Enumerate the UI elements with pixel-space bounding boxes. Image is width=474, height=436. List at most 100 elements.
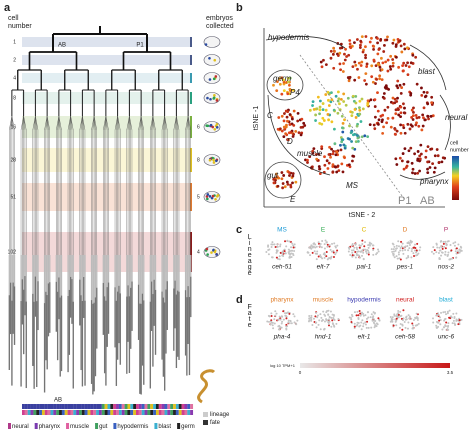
embryo-cell [211, 125, 215, 129]
fate-strip [110, 410, 114, 415]
expr-point [415, 251, 418, 254]
expr-point [361, 239, 364, 242]
lineage-strip [27, 404, 31, 409]
expr-point [412, 252, 415, 255]
expr-point [410, 317, 413, 320]
expr-point [365, 317, 368, 320]
lineage-strip [70, 404, 74, 409]
expr-point [295, 323, 298, 326]
tree-branch [151, 115, 154, 131]
lineage-strip [98, 404, 102, 409]
tsne-point [402, 102, 405, 106]
tsne-point [359, 120, 363, 123]
expr-point [285, 317, 288, 320]
tsne-point [369, 98, 373, 102]
cell-bar-dark [188, 297, 191, 376]
expr-point [455, 318, 458, 321]
expr-point [452, 319, 455, 322]
tsne-point [381, 61, 385, 65]
fate-strip [56, 410, 60, 415]
expr-point [391, 252, 394, 255]
expr-point [364, 323, 367, 326]
tsne-point [424, 149, 428, 153]
tsne-point [433, 154, 437, 158]
expr-point [274, 245, 277, 248]
tsne-point [411, 171, 414, 175]
tsne-point [276, 127, 280, 131]
expr-point [446, 312, 449, 315]
expr-point [457, 319, 460, 322]
expr-point [270, 315, 273, 318]
expr-point [457, 243, 460, 246]
tsne-point [311, 100, 315, 104]
legend-swatch [113, 423, 117, 429]
tsne-point [327, 98, 330, 102]
expr-point [315, 321, 318, 324]
tsne-point [355, 38, 359, 41]
colorbar [300, 363, 450, 368]
tsne-point [350, 130, 354, 133]
expr-point [327, 313, 330, 316]
expr-point [350, 313, 353, 316]
cell-bar-dark [103, 296, 106, 374]
expr-point [335, 322, 338, 325]
tsne-point [373, 127, 377, 131]
tsne-point [286, 76, 290, 80]
expr-point [308, 319, 311, 322]
expr-point [401, 242, 404, 245]
cell-bar-dark [55, 281, 57, 332]
expr-point [316, 252, 319, 255]
expr-point [311, 324, 314, 327]
tree-branch [82, 115, 84, 131]
tsne-point [399, 105, 403, 109]
tsne-point [333, 127, 336, 131]
expr-point [446, 254, 449, 257]
region-label: neural [445, 113, 467, 122]
tsne-point [410, 124, 414, 128]
tsne-point [326, 90, 330, 94]
band-tick [190, 92, 192, 104]
embryo-cell [206, 253, 209, 256]
fate-strip [98, 410, 102, 415]
expr-point [395, 317, 398, 320]
fate-strip [155, 410, 159, 415]
expr-point [448, 316, 451, 319]
lineage-strip [90, 404, 94, 409]
tsne-point [359, 43, 362, 47]
expr-point [360, 328, 363, 331]
lineage-strip [175, 404, 179, 409]
tsne-point [403, 131, 407, 135]
tsne-point [314, 113, 318, 117]
tsne-point [377, 48, 381, 51]
tsne-point [352, 99, 356, 103]
tsne-point [276, 184, 280, 188]
gene-label: hnd-1 [315, 334, 332, 341]
legend-label: pharynx [39, 424, 60, 430]
expr-point [287, 319, 290, 322]
tsne-point [364, 45, 367, 49]
tsne-point [347, 53, 351, 57]
cell-bar-dark [140, 303, 142, 395]
lineage-strip [181, 404, 185, 409]
tree-branch [70, 115, 73, 131]
tsne-point [415, 116, 419, 120]
expr-point [315, 326, 318, 329]
embryo-cell [211, 194, 215, 198]
tree-branch [187, 115, 190, 131]
cell-number: 16 [10, 124, 16, 130]
expr-point [277, 257, 280, 260]
tree-branch [161, 115, 165, 131]
lineage-strip [138, 404, 142, 409]
expr-point [331, 242, 334, 245]
expr-point [458, 321, 461, 324]
tree-branch [32, 115, 36, 131]
tsne-point [318, 121, 322, 125]
expr-point [402, 309, 405, 312]
gene-label: ceh-58 [395, 334, 415, 341]
tree-branch [10, 115, 13, 131]
embryo-cell [209, 123, 213, 127]
expr-point [290, 246, 293, 249]
expr-point [416, 242, 419, 245]
expr-point [292, 244, 295, 247]
expr-point [278, 255, 281, 258]
